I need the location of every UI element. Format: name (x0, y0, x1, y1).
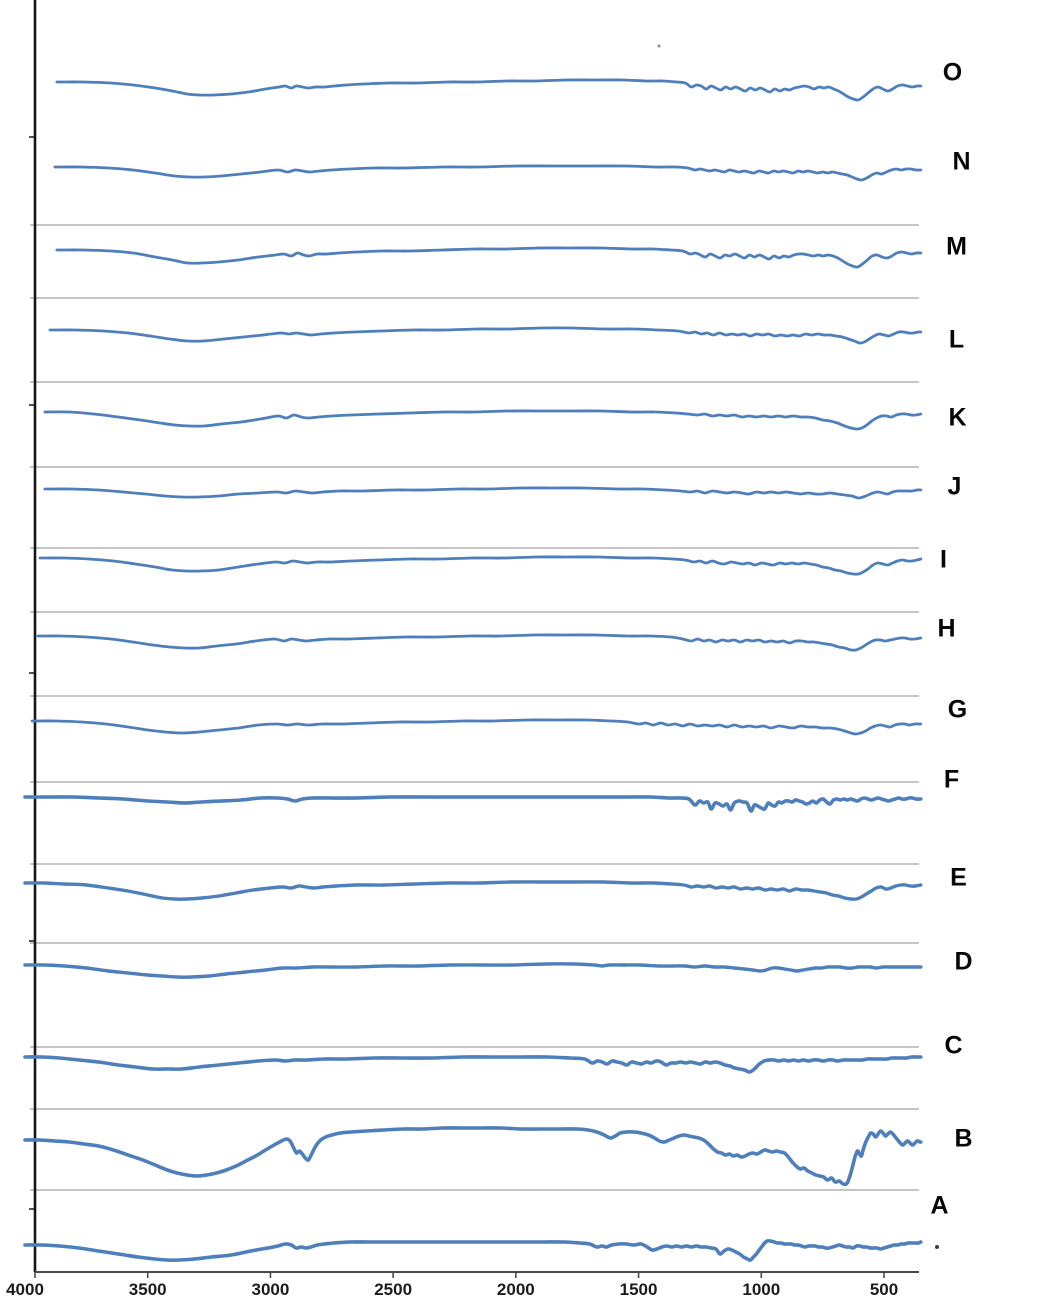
spectrum-trace-G (30, 718, 923, 736)
spectrum-trace-D (23, 962, 923, 979)
x-tick-label-3500: 3500 (128, 1280, 167, 1299)
spectrum-trace-J (43, 486, 923, 500)
series-label-H: H (937, 614, 957, 643)
series-label-K: K (948, 403, 968, 432)
series-label-I: I (940, 545, 948, 574)
row-separator-lines (30, 224, 919, 1191)
spectrum-trace-B (23, 1126, 923, 1187)
series-label-C: C (944, 1031, 964, 1060)
spectrum-trace-E (23, 880, 923, 901)
series-label-M: M (946, 232, 968, 261)
speck-dot (657, 44, 661, 48)
spectrum-trace-C (23, 1055, 923, 1074)
series-label-L: L (948, 325, 966, 354)
axes (29, 0, 919, 1278)
series-label-J: J (947, 472, 963, 501)
spectrum-trace-O (55, 78, 923, 102)
series-label-F: F (943, 765, 961, 794)
x-tick-label-2000: 2000 (496, 1280, 535, 1299)
x-tick-label-3000: 3000 (251, 1280, 290, 1299)
x-tick-label-2500: 2500 (374, 1280, 413, 1299)
spectrum-trace-L (48, 326, 923, 345)
x-tick-label-4000: 4000 (6, 1280, 44, 1299)
x-tick-label-1000: 1000 (742, 1280, 781, 1299)
series-label-G: G (947, 695, 969, 724)
spectrum-trace-A (23, 1239, 923, 1262)
spectrum-traces (23, 78, 923, 1262)
x-tick-label-500: 500 (869, 1280, 899, 1299)
spectrum-trace-K (43, 409, 923, 431)
spectrum-trace-N (53, 164, 923, 182)
spectrum-trace-H (36, 633, 923, 652)
series-label-E: E (950, 863, 968, 892)
series-label-D: D (954, 947, 974, 976)
series-label-A: A (930, 1191, 950, 1220)
speck-dot (935, 1245, 939, 1249)
x-tick-label-1500: 1500 (619, 1280, 658, 1299)
series-label-O: O (942, 58, 964, 87)
spectrum-trace-F (23, 795, 923, 813)
spectrum-trace-I (38, 555, 923, 576)
image-specks (657, 44, 939, 1249)
series-label-B: B (954, 1124, 974, 1153)
spectrum-trace-M (55, 246, 923, 269)
series-label-N: N (952, 147, 972, 176)
